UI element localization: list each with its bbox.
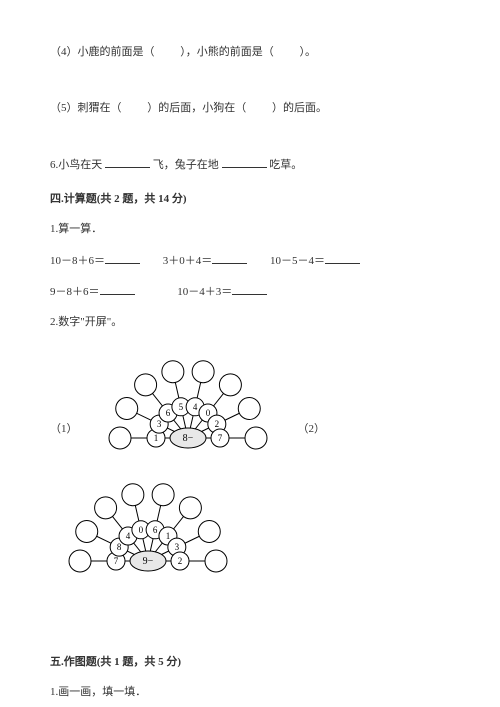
svg-text:5: 5 xyxy=(178,402,183,412)
q6-text-2: 飞，兔子在地 xyxy=(153,159,219,171)
diagram-row-2: 7 840613 2 9− xyxy=(50,469,450,574)
eq-4-text: 9－8＋6＝ xyxy=(50,286,100,298)
q4-text-3: ）。 xyxy=(300,46,317,58)
svg-text:4: 4 xyxy=(126,531,131,541)
svg-text:8: 8 xyxy=(117,542,122,552)
q6-text-3: 吃草。 xyxy=(269,159,302,171)
diagram-row-1: （1） 1 365402 7 8− （2） xyxy=(50,346,450,451)
question-4: （4）小鹿的前面是（ ），小熊的前面是（ ）。 xyxy=(50,40,450,64)
svg-text:7: 7 xyxy=(114,556,119,566)
eq-2: 3＋0＋4＝ xyxy=(163,249,248,273)
svg-text:1: 1 xyxy=(166,531,171,541)
svg-text:9−: 9− xyxy=(143,556,154,567)
diagrams-container: （1） 136540278− （2） 784061329− xyxy=(50,346,450,574)
section-5-sub1: 1.画一画，填一填． xyxy=(50,680,450,704)
q4-text-1: （4）小鹿的前面是（ xyxy=(50,46,155,58)
fan-diagram-2: 7 840613 2 9− xyxy=(68,469,228,574)
diagram-1-label: （1） xyxy=(50,417,78,441)
q5-text-2: ）的后面，小狗在（ xyxy=(147,102,246,114)
svg-text:6: 6 xyxy=(165,408,170,418)
eq-5: 10－4＋3＝ xyxy=(177,280,267,304)
svg-text:3: 3 xyxy=(156,419,161,429)
eq-1-text: 10－8＋6＝ xyxy=(50,255,105,267)
q6-text-1: 6.小鸟在天 xyxy=(50,159,102,171)
eq-3-text: 10－5－4＝ xyxy=(270,255,325,267)
svg-text:1: 1 xyxy=(153,433,158,443)
eq-2-text: 3＋0＋4＝ xyxy=(163,255,213,267)
question-5: （5）刺猬在（ ）的后面，小狗在（ ）的后面。 xyxy=(50,96,450,120)
svg-text:6: 6 xyxy=(153,525,158,535)
eq-4-blank xyxy=(100,283,135,295)
eq-5-text: 10－4＋3＝ xyxy=(177,286,232,298)
svg-text:4: 4 xyxy=(192,402,197,412)
equation-row-2: 9－8＋6＝ 10－4＋3＝ xyxy=(50,280,450,304)
eq-4: 9－8＋6＝ xyxy=(50,280,135,304)
diagram-2-label: （2） xyxy=(298,417,326,441)
equation-row-1: 10－8＋6＝ 3＋0＋4＝ 10－5－4＝ xyxy=(50,249,450,273)
section-4-sub1: 1.算一算． xyxy=(50,217,450,241)
fan-diagram-1: 1 365402 7 8− xyxy=(108,346,268,451)
eq-5-blank xyxy=(232,283,267,295)
eq-2-blank xyxy=(212,252,247,264)
svg-text:7: 7 xyxy=(217,433,222,443)
q6-blank-2 xyxy=(222,156,267,168)
q4-text-2: ），小熊的前面是（ xyxy=(180,46,274,58)
svg-text:8−: 8− xyxy=(182,433,193,444)
svg-text:2: 2 xyxy=(214,419,219,429)
q5-text-1: （5）刺猬在（ xyxy=(50,102,122,114)
svg-text:0: 0 xyxy=(139,525,144,535)
q6-blank-1 xyxy=(105,156,150,168)
eq-3: 10－5－4＝ xyxy=(270,249,360,273)
question-6: 6.小鸟在天 飞，兔子在地 吃草。 xyxy=(50,153,450,177)
q5-text-3: ）的后面。 xyxy=(272,102,327,114)
q4-blank-2 xyxy=(277,46,297,58)
svg-text:2: 2 xyxy=(178,556,183,566)
eq-1-blank xyxy=(105,252,140,264)
section-4-title: 四.计算题(共 2 题，共 14 分) xyxy=(50,187,450,211)
eq-1: 10－8＋6＝ xyxy=(50,249,140,273)
svg-text:0: 0 xyxy=(205,408,210,418)
svg-text:3: 3 xyxy=(175,542,180,552)
section-4-sub2: 2.数字"开屏"。 xyxy=(50,310,450,334)
eq-3-blank xyxy=(325,252,360,264)
q5-blank-2 xyxy=(249,102,269,114)
q4-blank-1 xyxy=(157,46,177,58)
q5-blank-1 xyxy=(124,102,144,114)
section-5-title: 五.作图题(共 1 题，共 5 分) xyxy=(50,650,450,674)
